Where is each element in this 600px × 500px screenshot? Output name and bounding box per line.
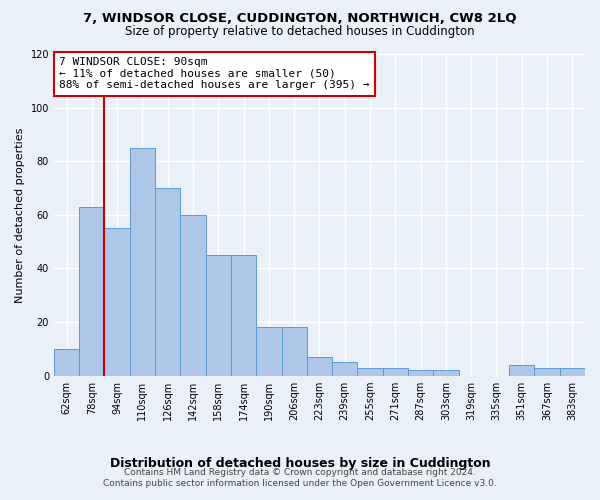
Bar (433, 370, 458, 376)
Bar (54, 349, 79, 376)
Bar (256, 328, 281, 376)
Text: 7, WINDSOR CLOSE, CUDDINGTON, NORTHWICH, CW8 2LQ: 7, WINDSOR CLOSE, CUDDINGTON, NORTHWICH,… (83, 12, 517, 26)
Text: Size of property relative to detached houses in Cuddington: Size of property relative to detached ho… (125, 25, 475, 38)
Bar (383, 368, 408, 376)
Bar (535, 368, 560, 376)
Bar (560, 368, 585, 376)
Bar (181, 215, 206, 376)
Bar (509, 365, 535, 376)
Bar (79, 207, 104, 376)
Bar (408, 370, 433, 376)
Bar (281, 328, 307, 376)
Bar (231, 255, 256, 376)
Text: Distribution of detached houses by size in Cuddington: Distribution of detached houses by size … (110, 458, 490, 470)
Bar (130, 148, 155, 376)
Bar (206, 255, 231, 376)
Y-axis label: Number of detached properties: Number of detached properties (15, 127, 25, 302)
Bar (104, 228, 130, 376)
Text: 7 WINDSOR CLOSE: 90sqm
← 11% of detached houses are smaller (50)
88% of semi-det: 7 WINDSOR CLOSE: 90sqm ← 11% of detached… (59, 57, 370, 90)
Bar (307, 357, 332, 376)
Bar (155, 188, 181, 376)
Bar (358, 368, 383, 376)
Text: Contains HM Land Registry data © Crown copyright and database right 2024.
Contai: Contains HM Land Registry data © Crown c… (103, 468, 497, 487)
Bar (332, 362, 358, 376)
